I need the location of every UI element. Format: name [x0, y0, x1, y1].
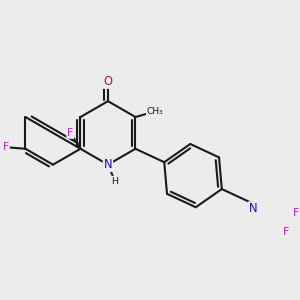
Text: F: F	[283, 227, 289, 237]
Text: F: F	[67, 128, 74, 138]
Text: CH₃: CH₃	[147, 107, 164, 116]
Text: O: O	[103, 75, 112, 88]
Text: F: F	[3, 142, 9, 152]
Text: N: N	[248, 202, 257, 215]
Text: N: N	[104, 158, 112, 171]
Text: F: F	[293, 208, 299, 218]
Text: H: H	[112, 177, 118, 186]
